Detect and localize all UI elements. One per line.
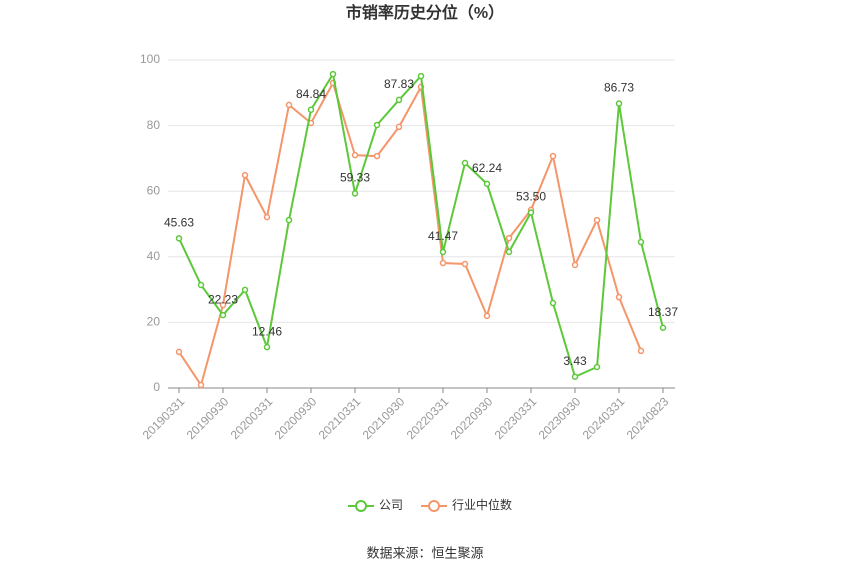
data-label: 87.83 [384, 77, 414, 91]
series-line [178, 80, 642, 388]
data-point [637, 238, 645, 246]
legend-marker[interactable] [428, 500, 441, 512]
data-point [637, 347, 645, 355]
data-point [593, 216, 601, 224]
data-point [329, 70, 337, 78]
data-point [351, 151, 359, 159]
data-point [439, 259, 447, 267]
data-point [307, 106, 315, 113]
data-point [615, 293, 623, 301]
data-label: 41.47 [428, 229, 458, 243]
data-label: 53.50 [516, 190, 546, 204]
data-point [285, 216, 293, 224]
data-label: 45.63 [164, 216, 194, 230]
data-label: 3.43 [563, 354, 587, 368]
data-point [395, 123, 403, 131]
data-point [263, 343, 271, 351]
data-point [593, 363, 601, 371]
data-point [285, 101, 293, 109]
data-label: 12.46 [252, 324, 282, 338]
data-point [263, 213, 271, 221]
y-tick-label: 0 [153, 380, 160, 394]
data-point [219, 311, 227, 319]
data-point [549, 299, 557, 307]
data-point [527, 209, 535, 216]
data-label: 18.37 [648, 305, 678, 319]
y-tick-label: 100 [140, 52, 160, 66]
data-point [175, 348, 183, 356]
data-point [659, 324, 667, 331]
data-point [483, 180, 491, 188]
data-point [461, 260, 469, 268]
data-label: 22.23 [208, 292, 238, 306]
legend-label[interactable]: 公司 [379, 498, 403, 512]
data-point [505, 234, 513, 242]
data-point [571, 373, 579, 380]
data-label: 62.24 [472, 161, 502, 175]
legend-marker[interactable] [355, 500, 367, 512]
data-point [549, 152, 557, 160]
x-tick-label: 20200930 [272, 394, 320, 442]
data-point [241, 286, 249, 294]
y-tick-label: 60 [147, 183, 161, 197]
legend-label[interactable]: 行业中位数 [452, 497, 512, 512]
chart-title: 市销率历史分位（%） [346, 3, 504, 22]
x-tick-label: 20210930 [360, 394, 408, 442]
x-tick-label: 20190331 [140, 394, 188, 442]
source-note: 数据来源：恒生聚源 [366, 545, 483, 560]
data-point [197, 381, 205, 389]
x-tick-label: 20230930 [536, 394, 584, 442]
data-point [175, 235, 183, 242]
x-tick-label: 20220331 [404, 394, 452, 442]
x-tick-label: 20230331 [492, 394, 540, 442]
x-tick-label: 20200331 [228, 394, 276, 442]
data-label: 59.33 [340, 171, 370, 185]
x-tick-label: 20190930 [184, 394, 232, 442]
data-point [417, 72, 425, 80]
data-point [483, 312, 491, 320]
x-tick-label: 20240331 [580, 394, 628, 442]
data-point [505, 248, 513, 256]
x-tick-label: 20240823 [624, 394, 672, 442]
data-point [461, 159, 469, 167]
data-point [615, 100, 623, 107]
data-point [373, 152, 381, 160]
y-tick-label: 20 [147, 315, 161, 329]
x-tick-label: 20220930 [448, 394, 496, 442]
data-point [351, 190, 359, 197]
data-point [395, 96, 403, 104]
data-point [439, 248, 447, 256]
y-tick-label: 40 [147, 249, 161, 263]
data-label: 84.84 [296, 87, 326, 101]
data-point [197, 281, 205, 289]
data-point [241, 171, 249, 179]
data-point [219, 301, 227, 309]
data-label: 86.73 [604, 81, 634, 95]
x-tick-label: 20210331 [316, 394, 364, 442]
data-point [373, 121, 381, 129]
y-tick-label: 80 [147, 118, 161, 132]
data-point [571, 261, 579, 269]
